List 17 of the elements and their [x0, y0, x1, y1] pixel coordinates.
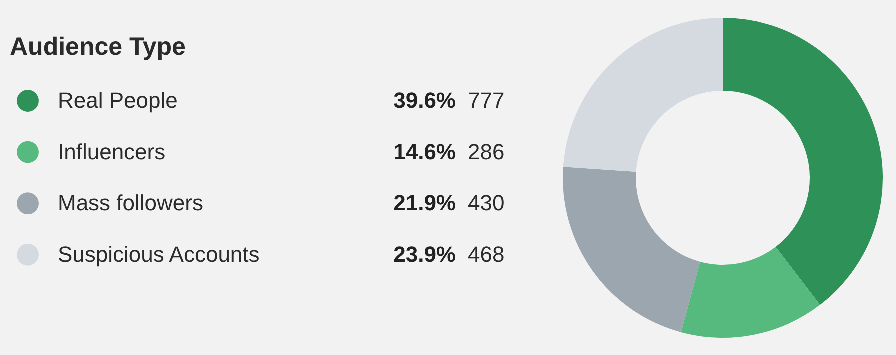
donut-slice: [563, 18, 723, 172]
donut-slice: [681, 247, 820, 338]
data-label: 23.9%: [394, 242, 456, 267]
text: 468: [468, 242, 505, 267]
donut-slice: [723, 18, 883, 306]
data-label: 21.9%: [394, 190, 456, 216]
donut-slice: [563, 166, 700, 332]
text: Audience Type: [10, 33, 186, 61]
data-label: 39.6%: [394, 88, 456, 113]
legend-label: Suspicious Accounts: [58, 242, 260, 267]
text: 430: [468, 190, 505, 216]
data-label: 14.6%: [394, 139, 456, 164]
legend-label: Real People: [58, 88, 178, 113]
text: 777: [468, 88, 505, 113]
legend-label: Mass followers: [58, 190, 204, 216]
text: 286: [468, 139, 505, 164]
legend-label: Influencers: [58, 139, 166, 164]
